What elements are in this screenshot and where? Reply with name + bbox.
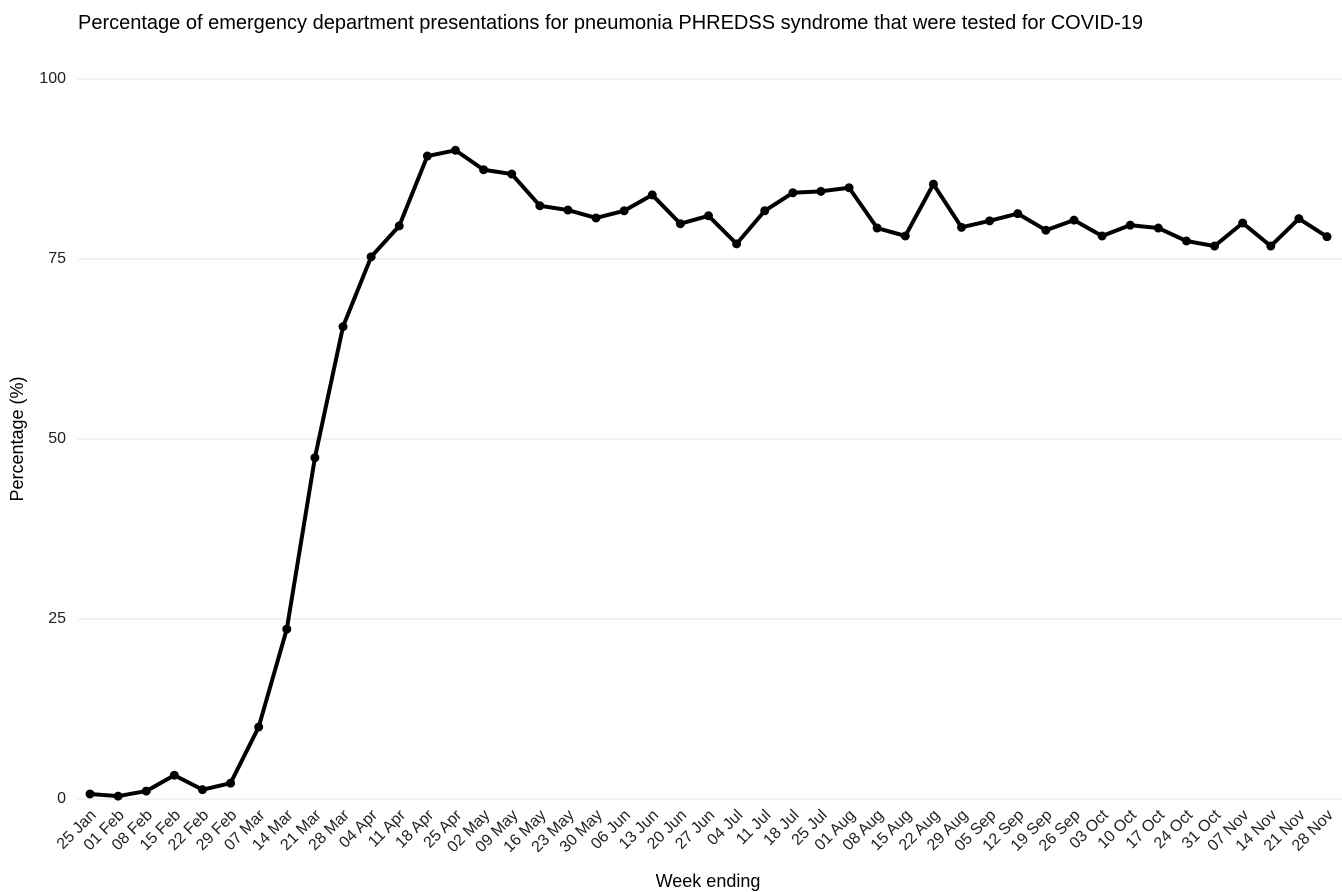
data-point [872,223,882,233]
data-point [985,216,995,226]
data-point [422,151,432,161]
data-point [1125,220,1135,230]
data-point [1210,241,1220,251]
data-point [816,186,826,196]
data-point [282,624,292,634]
data-point [226,778,236,788]
data-point [1041,225,1051,235]
data-point [704,211,713,221]
y-tick-label: 75 [48,250,66,267]
data-point [1294,214,1304,224]
y-axis-label: Percentage (%) [7,376,27,501]
data-point [141,786,151,796]
data-point [113,791,123,801]
data-point [85,789,95,799]
data-point [563,205,573,215]
data-line [89,148,1329,799]
data-point [310,453,320,463]
data-point [647,190,657,200]
y-tick-label: 100 [39,70,66,87]
data-point [507,169,517,179]
data-point [394,221,404,231]
data-point [1181,236,1191,246]
data-point [1238,218,1248,228]
y-tick-label: 0 [57,790,66,807]
chart-title: Percentage of emergency department prese… [78,12,1143,34]
data-point [1013,209,1023,219]
data-point [366,252,376,262]
y-tick-label: 25 [48,610,66,627]
data-point [254,722,264,732]
data-point [479,165,489,175]
data-point [844,183,854,193]
data-point [619,206,629,216]
data-point [900,231,910,241]
x-axis-label: Week ending [656,871,761,891]
data-point [1097,231,1107,241]
data-point [957,222,967,232]
data-point [197,785,207,795]
data-point [535,201,545,211]
data-point [675,219,685,229]
y-tick-label: 50 [48,430,66,447]
data-point [1069,215,1079,225]
data-point [450,145,460,155]
data-point [760,206,770,216]
data-point [1153,223,1163,233]
data-point [788,188,798,198]
data-point [338,322,348,332]
data-point [591,213,601,223]
data-point [1266,241,1276,251]
data-point [928,179,938,189]
data-point [732,239,742,249]
data-point [1322,232,1332,242]
data-point [169,770,179,780]
